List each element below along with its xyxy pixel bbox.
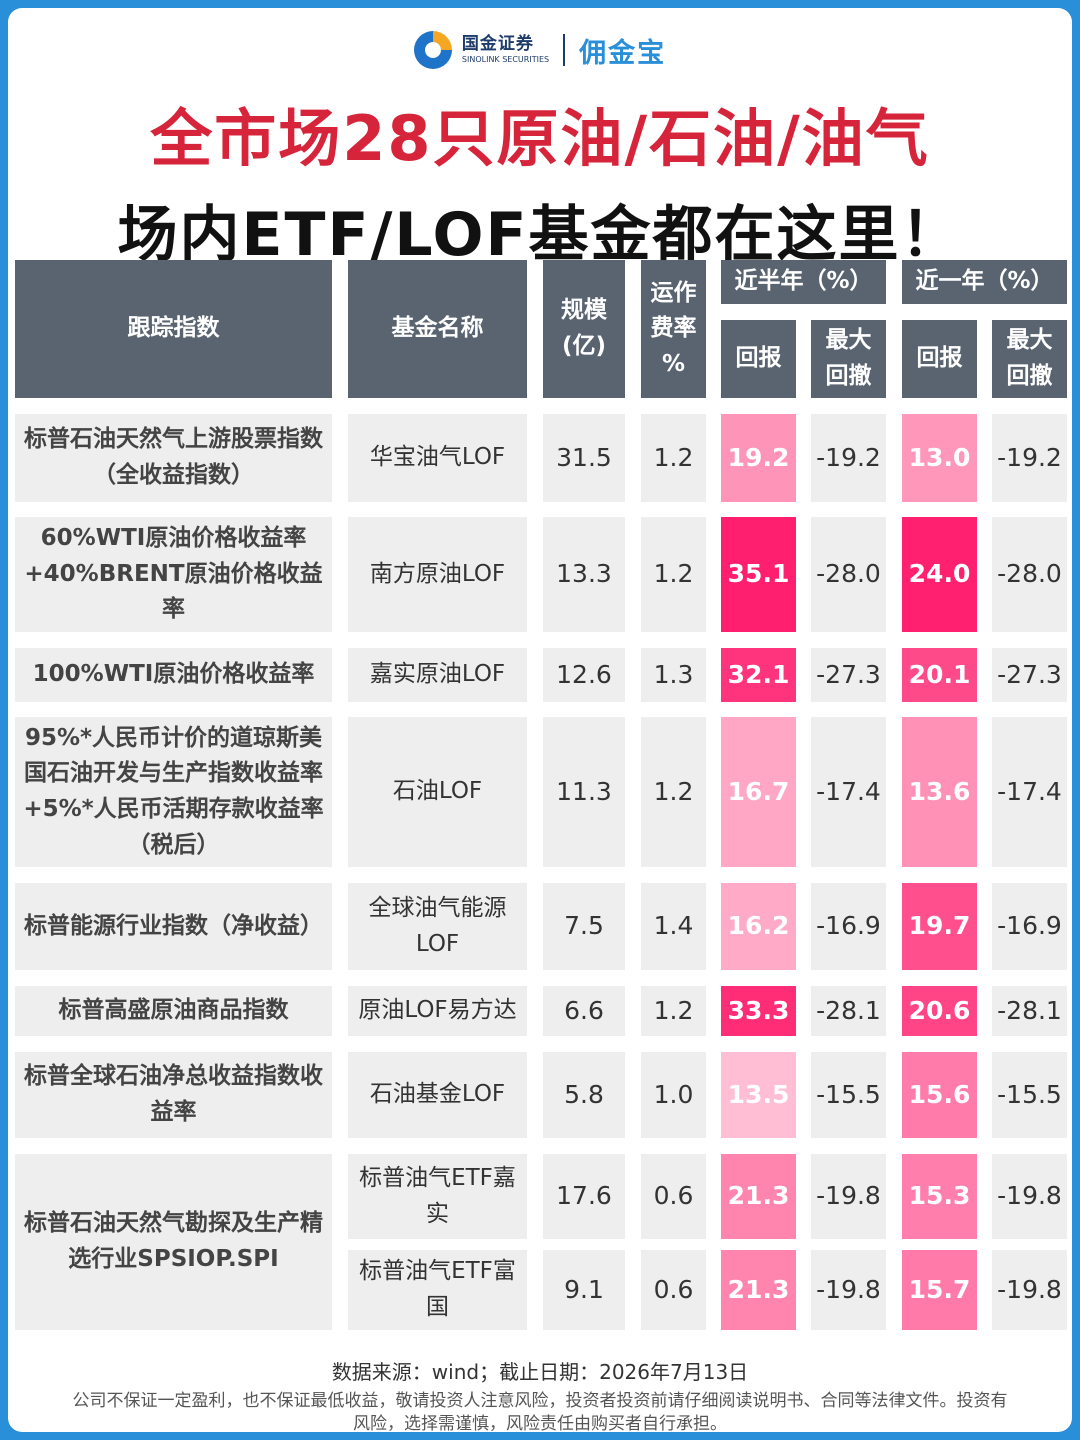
- table-cell-hy-return: 19.2: [721, 414, 796, 502]
- header-fund: 基金名称: [348, 260, 527, 398]
- table-cell-hy-drawdown: -17.4: [811, 717, 886, 867]
- table-cell-fee: 1.0: [641, 1052, 706, 1138]
- table-cell-y-return: 20.1: [902, 648, 977, 702]
- table-cell-hy-return: 21.3: [721, 1154, 796, 1239]
- table-cell-y-return: 13.0: [902, 414, 977, 502]
- table-cell-hy-return: 35.1: [721, 517, 796, 632]
- table-cell-scale: 7.5: [543, 883, 625, 970]
- fund-table: 跟踪指数 基金名称 规模 (亿) 运作 费率 % 近半年（%） 近一年（%） 回报 最大 回撤…: [8, 8, 1072, 1432]
- logo-divider: [563, 34, 566, 66]
- table-cell-fund: 石油基金LOF: [348, 1052, 527, 1138]
- table-cell-y-drawdown: -28.1: [992, 986, 1067, 1036]
- table-cell-y-return: 24.0: [902, 517, 977, 632]
- table-cell-index: 标普石油天然气勘探及生产精选行业SPSIOP.SPI: [15, 1154, 332, 1330]
- table-cell-scale: 13.3: [543, 517, 625, 632]
- table-cell-scale: 9.1: [543, 1250, 625, 1330]
- table-cell-fee: 0.6: [641, 1250, 706, 1330]
- table-cell-y-return: 15.7: [902, 1250, 977, 1330]
- table-cell-fund: 全球油气能源LOF: [348, 883, 527, 970]
- table-cell-hy-drawdown: -28.1: [811, 986, 886, 1036]
- header-scale: 规模 (亿): [543, 260, 625, 398]
- table-cell-y-drawdown: -27.3: [992, 648, 1067, 702]
- table-cell-hy-return: 13.5: [721, 1052, 796, 1138]
- table-cell-scale: 11.3: [543, 717, 625, 867]
- table-cell-fund: 华宝油气LOF: [348, 414, 527, 502]
- table-cell-y-return: 19.7: [902, 883, 977, 970]
- table-cell-fee: 1.4: [641, 883, 706, 970]
- table-cell-index: 60%WTI原油价格收益率+40%BRENT原油价格收益率: [15, 517, 332, 632]
- header-fee: 运作 费率 %: [641, 260, 706, 398]
- table-cell-hy-drawdown: -16.9: [811, 883, 886, 970]
- table-cell-y-drawdown: -16.9: [992, 883, 1067, 970]
- table-cell-hy-drawdown: -19.8: [811, 1250, 886, 1330]
- table-cell-hy-drawdown: -28.0: [811, 517, 886, 632]
- table-cell-index: 标普能源行业指数（净收益）: [15, 883, 332, 970]
- table-cell-fund: 石油LOF: [348, 717, 527, 867]
- table-cell-fee: 1.2: [641, 986, 706, 1036]
- table-cell-fee: 1.2: [641, 717, 706, 867]
- header-y-drawdown: 最大 回撤: [992, 320, 1067, 398]
- table-cell-fee: 0.6: [641, 1154, 706, 1239]
- table-cell-fee: 1.3: [641, 648, 706, 702]
- table-cell-hy-drawdown: -19.8: [811, 1154, 886, 1239]
- table-cell-hy-return: 33.3: [721, 986, 796, 1036]
- table-cell-fee: 1.2: [641, 517, 706, 632]
- table-cell-scale: 17.6: [543, 1154, 625, 1239]
- table-cell-fund: 标普油气ETF富国: [348, 1250, 527, 1330]
- page-subtitle: 场内ETF/LOF基金都在这里！: [117, 200, 963, 270]
- logo-en: SINOLINK SECURITIES: [461, 55, 550, 64]
- table-cell-scale: 5.8: [543, 1052, 625, 1138]
- table-cell-y-drawdown: -28.0: [992, 517, 1067, 632]
- table-cell-index: 标普石油天然气上游股票指数（全收益指数）: [15, 414, 332, 502]
- sinolink-logo-icon: [413, 31, 452, 69]
- table-cell-y-return: 15.6: [902, 1052, 977, 1138]
- header-y-return: 回报: [902, 320, 977, 398]
- table-cell-fee: 1.2: [641, 414, 706, 502]
- header-hy-drawdown: 最大 回撤: [811, 320, 886, 398]
- table-cell-fund: 嘉实原油LOF: [348, 648, 527, 702]
- table-cell-y-drawdown: -17.4: [992, 717, 1067, 867]
- table-cell-index: 标普高盛原油商品指数: [15, 986, 332, 1036]
- disclaimer: 公司不保证一定盈利，也不保证最低收益，敬请投资人注意风险，投资者投资前请仔细阅读…: [72, 1391, 1008, 1432]
- logo-text: 国金证券 SINOLINK SECURITIES: [462, 36, 549, 64]
- table-cell-index: 95%*人民币计价的道琼斯美国石油开发与生产指数收益率+5%*人民币活期存款收益…: [15, 717, 332, 867]
- header-half-year: 近半年（%）: [721, 260, 886, 304]
- table-cell-y-return: 20.6: [902, 986, 977, 1036]
- page-title: 全市场28只原油/石油/油气: [150, 102, 930, 175]
- table-cell-hy-drawdown: -27.3: [811, 648, 886, 702]
- table-cell-index: 100%WTI原油价格收益率: [15, 648, 332, 702]
- table-cell-y-drawdown: -15.5: [992, 1052, 1067, 1138]
- table-cell-hy-return: 21.3: [721, 1250, 796, 1330]
- header-hy-return: 回报: [721, 320, 796, 398]
- table-cell-fund: 原油LOF易方达: [348, 986, 527, 1036]
- table-cell-hy-return: 16.2: [721, 883, 796, 970]
- table-cell-y-return: 13.6: [902, 717, 977, 867]
- table-cell-scale: 6.6: [543, 986, 625, 1036]
- table-cell-fund: 南方原油LOF: [348, 517, 527, 632]
- table-cell-scale: 31.5: [543, 414, 625, 502]
- brand-header: 国金证券 SINOLINK SECURITIES 佣金宝: [8, 26, 1072, 74]
- table-cell-hy-return: 32.1: [721, 648, 796, 702]
- table-cell-y-drawdown: -19.8: [992, 1250, 1067, 1330]
- table-cell-fund: 标普油气ETF嘉实: [348, 1154, 527, 1239]
- page-frame: 国金证券 SINOLINK SECURITIES 佣金宝 全市场28只原油/石油…: [8, 8, 1072, 1432]
- table-cell-y-return: 15.3: [902, 1154, 977, 1239]
- data-source: 数据来源：wind；截止日期：2026年7月13日: [331, 1360, 749, 1384]
- logo-cn: 国金证券: [461, 34, 534, 54]
- table-cell-y-drawdown: -19.8: [992, 1154, 1067, 1239]
- header-index: 跟踪指数: [15, 260, 332, 398]
- table-cell-index: 标普全球石油净总收益指数收益率: [15, 1052, 332, 1138]
- table-cell-scale: 12.6: [543, 648, 625, 702]
- brand-name: 佣金宝: [579, 37, 667, 69]
- table-cell-hy-drawdown: -19.2: [811, 414, 886, 502]
- table-cell-y-drawdown: -19.2: [992, 414, 1067, 502]
- table-cell-hy-drawdown: -15.5: [811, 1052, 886, 1138]
- table-cell-hy-return: 16.7: [721, 717, 796, 867]
- header-one-year: 近一年（%）: [902, 260, 1067, 304]
